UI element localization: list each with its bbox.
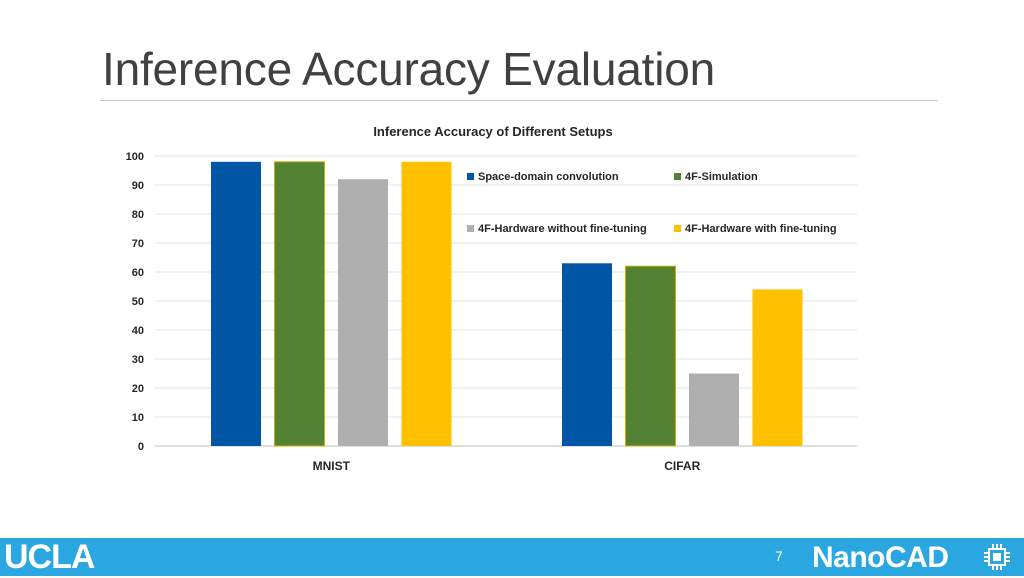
y-axis-ticks: 0 10 20 30 40 50 60 70 80 90 100: [126, 151, 144, 453]
legend-label: 4F-Hardware without fine-tuning: [478, 223, 647, 235]
y-tick-label: 70: [132, 238, 144, 250]
page-number: 7: [775, 548, 783, 564]
legend-swatch: [467, 225, 474, 232]
y-tick-label: 90: [132, 180, 144, 192]
legend-swatch: [467, 173, 474, 180]
y-tick-label: 10: [132, 412, 144, 424]
legend-label: 4F-Hardware with fine-tuning: [685, 223, 837, 235]
bar-cifar-series-2: [625, 265, 676, 447]
x-axis-ticks: MNIST CIFAR: [313, 459, 701, 473]
y-tick-label: 100: [126, 151, 144, 163]
x-tick-label: CIFAR: [664, 459, 700, 473]
legend-swatch: [674, 173, 681, 180]
bar-cifar-series-3: [689, 373, 739, 446]
legend-label: Space-domain convolution: [478, 171, 619, 183]
bar-mnist-series-1: [211, 161, 261, 447]
gridlines: [155, 155, 857, 447]
y-tick-label: 30: [132, 354, 144, 366]
chart-legend: Space-domain convolution 4F-Simulation 4F-…: [467, 171, 837, 235]
bar-mnist-series-2: [274, 161, 325, 447]
bar-cifar-series-4: [752, 289, 803, 446]
accuracy-bar-chart: Inference Accuracy of Different Setups 0…: [126, 124, 857, 473]
nanocad-logo: NanoCAD: [812, 541, 949, 574]
bar-mnist-series-3: [338, 179, 388, 446]
chart-title: Inference Accuracy of Different Setups: [373, 124, 612, 139]
y-tick-label: 50: [132, 296, 144, 308]
x-tick-label: MNIST: [313, 459, 351, 473]
bars: [211, 161, 803, 447]
footer-bar: [0, 538, 1024, 576]
y-tick-label: 20: [132, 383, 144, 395]
bar-mnist-series-4: [401, 161, 452, 447]
ucla-logo: UCLA: [4, 538, 95, 576]
y-tick-label: 60: [132, 267, 144, 279]
chip-icon: [984, 544, 1010, 570]
title-divider: [100, 100, 938, 101]
y-tick-label: 40: [132, 325, 144, 337]
y-tick-label: 80: [132, 209, 144, 221]
slide-title: Inference Accuracy Evaluation: [102, 43, 715, 95]
legend-swatch: [674, 225, 681, 232]
y-tick-label: 0: [138, 441, 144, 453]
legend-label: 4F-Simulation: [685, 171, 758, 183]
bar-cifar-series-1: [562, 263, 612, 446]
